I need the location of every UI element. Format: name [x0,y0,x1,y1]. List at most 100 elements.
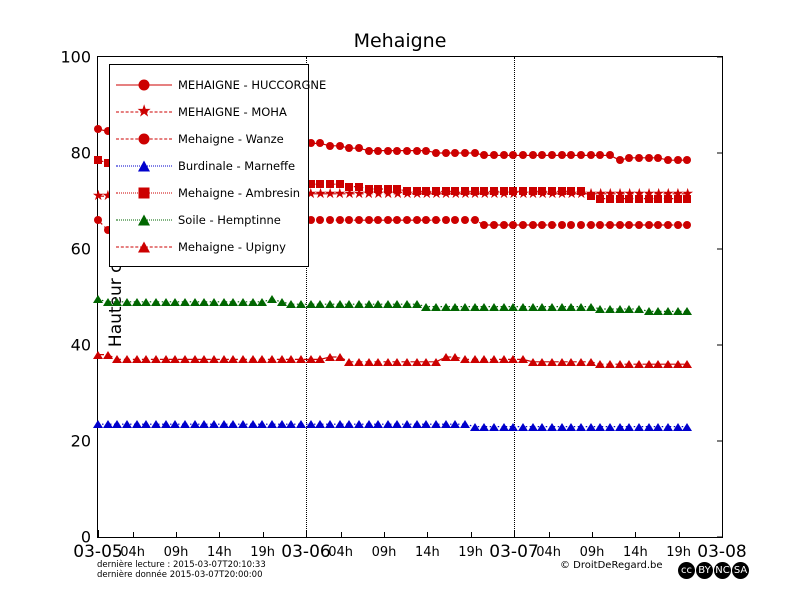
marker-triangle [353,357,364,366]
marker-triangle [450,302,461,311]
x-tick-label-minor: 19h [666,545,692,560]
marker-triangle [527,357,538,366]
legend-item-0[interactable]: MEHAIGNE - HUCCORGNE [116,71,326,98]
x-tick-mark [384,532,385,537]
marker-triangle [547,422,558,431]
marker-circle [441,149,450,157]
marker-circle [470,149,479,157]
marker-square [615,194,624,203]
marker-triangle [585,357,596,366]
marker-circle [103,127,112,136]
marker-triangle [672,360,683,369]
marker-circle [625,153,634,162]
marker-triangle [208,420,219,429]
creative-commons-logo[interactable]: cc BY NC SA [678,562,750,579]
marker-hexagon [316,216,325,225]
marker-triangle [672,307,683,316]
marker-triangle [421,357,432,366]
marker-square [412,187,421,196]
legend-item-5[interactable]: Soile - Hemptinne [116,206,300,233]
marker-square [354,182,363,191]
marker-triangle [121,355,132,364]
marker-triangle [469,355,480,364]
marker-triangle [431,357,442,366]
x-tick-mark [427,532,429,537]
marker-triangle [121,420,132,429]
marker-triangle [643,360,654,369]
marker-triangle [595,360,606,369]
marker-hexagon [441,216,450,225]
marker-hexagon [422,216,431,225]
marker-triangle [189,420,200,429]
y-tick-label: 60 [70,239,91,259]
marker-triangle [382,420,393,429]
marker-triangle [411,420,422,429]
legend-item-2[interactable]: Mehaigne - Wanze [116,125,300,152]
marker-triangle [605,360,616,369]
footer-last-data: dernière donnée 2015-03-07T20:00:00 [97,570,263,580]
marker-triangle [141,355,152,364]
marker-square [490,187,499,196]
legend-label: Soile - Hemptinne [178,212,281,227]
marker-circle [577,151,586,160]
marker-hexagon [654,221,663,229]
marker-circle [528,151,537,160]
marker-hexagon [325,216,334,225]
marker-triangle [450,420,461,429]
marker-circle [683,156,692,165]
legend-item-1[interactable]: ★ MEHAIGNE - MOHA [116,98,300,125]
marker-circle [138,79,150,90]
marker-triangle [518,422,529,431]
marker-triangle [547,302,558,311]
marker-triangle [266,295,277,304]
marker-triangle [247,420,258,429]
marker-hexagon [673,221,682,229]
marker-hexagon [403,216,412,225]
marker-hexagon [577,221,586,229]
marker-triangle [460,302,471,311]
marker-square [519,187,528,196]
marker-triangle [431,420,442,429]
marker-hexagon [519,221,528,229]
marker-triangle [479,355,490,364]
grid-line [306,57,307,537]
marker-hexagon [345,216,354,225]
marker-triangle [189,297,200,306]
marker-triangle [653,307,664,316]
marker-hexagon [412,216,421,225]
marker-triangle [421,302,432,311]
x-tick-mark [340,532,342,537]
x-tick-label-minor: 19h [458,545,484,560]
marker-triangle [237,355,248,364]
marker-triangle [585,302,596,311]
marker-triangle [363,300,374,309]
marker-triangle [537,302,548,311]
marker-circle [548,151,557,160]
marker-triangle [170,355,181,364]
marker-triangle [566,357,577,366]
marker-triangle [566,422,577,431]
legend-item-4[interactable]: Mehaigne - Ambresin [116,179,300,206]
x-tick-label-minor: 09h [163,545,189,560]
legend-item-6[interactable]: Mehaigne - Upigny [116,233,300,260]
marker-star: ★ [333,185,347,202]
marker-hexagon [596,221,605,229]
marker-triangle [179,297,190,306]
marker-triangle [237,297,248,306]
marker-triangle [663,422,673,431]
marker-circle [654,153,663,162]
marker-triangle [489,355,500,364]
marker-triangle [141,297,152,306]
marker-circle [567,151,576,160]
marker-triangle [324,420,335,429]
grid-line [514,57,515,537]
marker-triangle [138,214,150,225]
marker-triangle [228,297,239,306]
marker-star: ★ [136,101,152,121]
legend-item-3[interactable]: Burdinale - Marneffe [116,152,300,179]
marker-triangle [266,420,277,429]
x-tick-mark [592,532,593,537]
marker-square [94,156,102,165]
legend-sample [116,157,172,175]
